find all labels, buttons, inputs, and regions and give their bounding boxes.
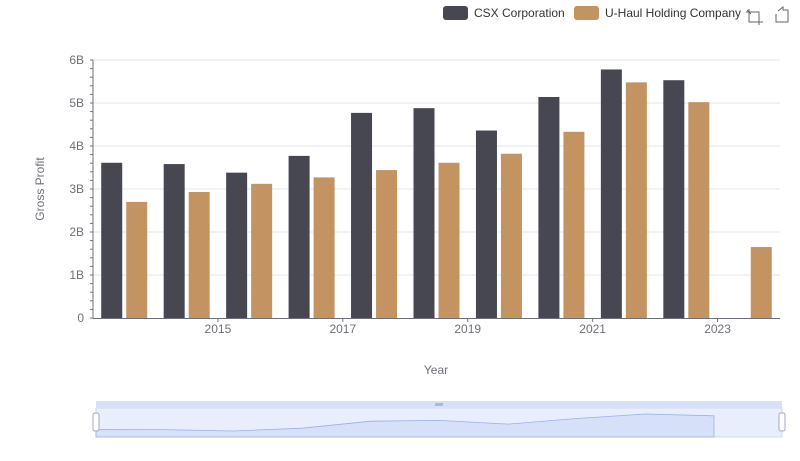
legend-item-uhaul[interactable]: U-Haul Holding Company	[574, 6, 741, 20]
bar-uhaul-2019[interactable]	[438, 162, 460, 318]
bar-uhaul-2017[interactable]	[313, 177, 335, 318]
y-axis-title: Gross Profit	[33, 157, 47, 221]
y-tick-label: 0	[77, 311, 84, 325]
x-tick-label: 2019	[454, 322, 481, 336]
legend: CSX Corporation U-Haul Holding Company	[443, 6, 741, 20]
x-tick-label: 2021	[579, 322, 606, 336]
bar-uhaul-2021[interactable]	[563, 131, 585, 318]
bar-uhaul-2014[interactable]	[126, 201, 148, 318]
x-tick-label: 2023	[704, 322, 731, 336]
bar-uhaul-2022[interactable]	[625, 82, 647, 318]
slider-handle-left[interactable]	[92, 412, 100, 432]
bars	[101, 69, 772, 319]
bar-csx-2022[interactable]	[600, 69, 622, 319]
bar-uhaul-2024[interactable]	[750, 247, 772, 318]
legend-label-uhaul: U-Haul Holding Company	[605, 6, 741, 20]
bar-csx-2019[interactable]	[413, 108, 435, 318]
y-tick-label: 4B	[69, 139, 84, 153]
x-tick-label: 2015	[205, 322, 232, 336]
bar-csx-2014[interactable]	[101, 162, 123, 318]
x-axis-title: Year	[424, 363, 448, 377]
y-tick-label: 3B	[69, 182, 84, 196]
y-axis-ticks: 0 1B 2B 3B 4B 5B 6B	[69, 53, 84, 325]
y-tick-label: 1B	[69, 268, 84, 282]
bar-uhaul-2020[interactable]	[500, 153, 522, 318]
slider-top-grip[interactable]	[435, 403, 443, 406]
y-tick-label: 6B	[69, 53, 84, 67]
bar-csx-2021[interactable]	[538, 96, 560, 318]
bar-uhaul-2023[interactable]	[688, 102, 710, 318]
legend-item-csx[interactable]: CSX Corporation	[443, 6, 565, 20]
bar-csx-2018[interactable]	[351, 112, 373, 318]
restore-icon[interactable]	[775, 5, 789, 23]
legend-label-csx: CSX Corporation	[474, 6, 565, 20]
bar-uhaul-2016[interactable]	[251, 183, 273, 318]
bar-uhaul-2015[interactable]	[188, 192, 210, 318]
data-zoom-slider[interactable]	[92, 401, 786, 438]
legend-swatch-uhaul	[574, 6, 599, 20]
slider-preview-area	[95, 413, 715, 438]
y-tick-label: 5B	[69, 96, 84, 110]
legend-swatch-csx	[443, 6, 468, 20]
x-axis-ticks: 2015 2017 2019 2021 2023	[205, 318, 731, 336]
x-tick-label: 2017	[329, 322, 356, 336]
y-tick-label: 2B	[69, 225, 84, 239]
bar-csx-2017[interactable]	[288, 155, 310, 318]
data-zoom-icon[interactable]	[746, 9, 763, 25]
bar-csx-2020[interactable]	[475, 130, 497, 318]
bar-csx-2015[interactable]	[163, 164, 185, 318]
bar-uhaul-2018[interactable]	[376, 170, 398, 318]
bar-csx-2023[interactable]	[663, 80, 685, 319]
bar-csx-2016[interactable]	[226, 172, 248, 318]
slider-handle-right[interactable]	[778, 412, 786, 432]
